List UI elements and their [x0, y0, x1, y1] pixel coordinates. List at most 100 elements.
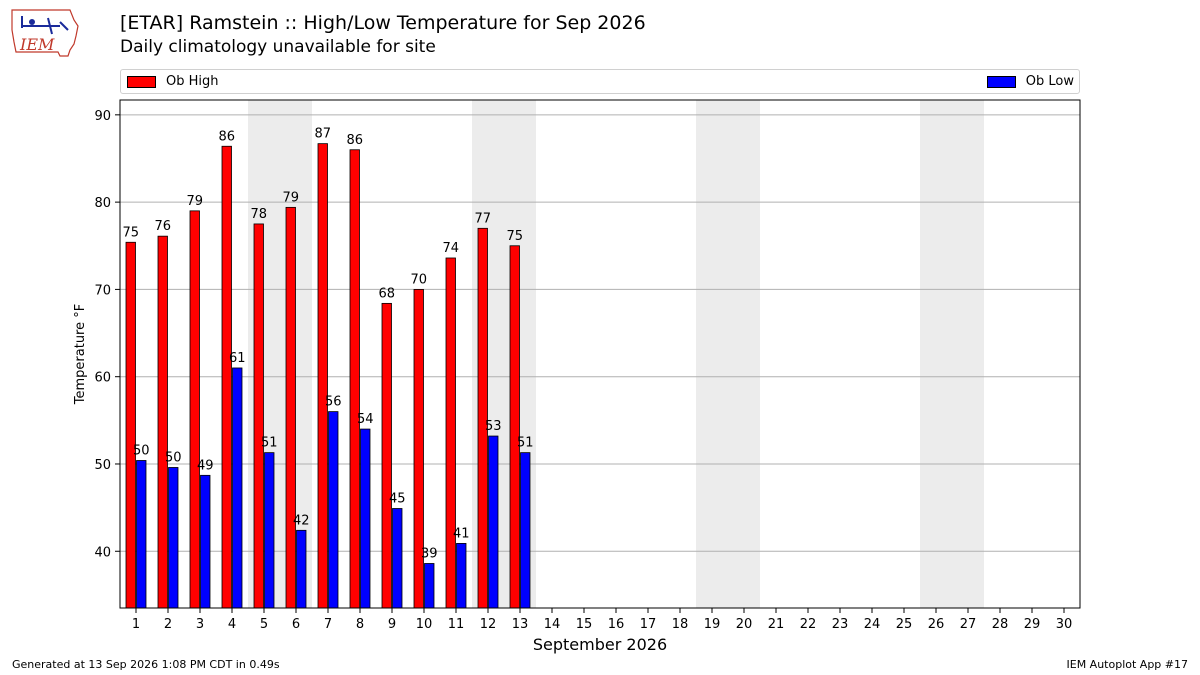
data-label-high: 68 — [378, 286, 395, 301]
x-tick-label: 22 — [800, 617, 817, 632]
data-label-high: 76 — [154, 219, 171, 234]
x-tick-label: 17 — [640, 617, 657, 632]
x-tick-label: 29 — [1024, 617, 1041, 632]
data-label-low: 51 — [261, 436, 278, 451]
x-tick-label: 23 — [832, 617, 849, 632]
data-label-high: 79 — [282, 190, 299, 205]
bar-high — [349, 149, 360, 609]
x-axis-label: September 2026 — [533, 635, 667, 654]
x-tick-label: 15 — [576, 617, 593, 632]
bar-low — [392, 508, 403, 609]
bar-low — [456, 543, 467, 609]
x-tick-label: 10 — [416, 617, 433, 632]
bar-high — [509, 245, 520, 609]
y-tick-label: 90 — [94, 109, 111, 124]
data-label-low: 45 — [389, 491, 406, 506]
bar-low — [296, 529, 307, 609]
bar-high — [381, 302, 392, 609]
data-label-high: 70 — [410, 272, 427, 287]
y-tick-label: 60 — [94, 371, 111, 386]
data-label-high: 86 — [346, 133, 363, 148]
logo-text: IEM — [19, 35, 55, 54]
bar-low — [264, 452, 275, 609]
bar-high — [189, 210, 200, 609]
x-tick-label: 14 — [544, 617, 561, 632]
data-label-low: 49 — [197, 458, 214, 473]
bar-high — [413, 289, 424, 609]
weekend-band — [472, 100, 504, 608]
x-tick-label: 6 — [292, 617, 300, 632]
weekend-band — [504, 100, 536, 608]
chart-subtitle: Daily climatology unavailable for site — [120, 37, 436, 57]
weekend-band — [696, 100, 728, 608]
x-tick-label: 1 — [132, 617, 140, 632]
bar-low — [168, 467, 179, 609]
bar-low — [328, 411, 339, 609]
data-label-low: 56 — [325, 395, 342, 410]
app-id: IEM Autoplot App #17 — [1066, 658, 1189, 671]
data-label-high: 75 — [122, 225, 139, 240]
data-label-high: 74 — [442, 241, 459, 256]
legend-label-high: Ob High — [166, 74, 219, 89]
bar-high — [253, 223, 264, 609]
legend-swatch-high — [127, 75, 156, 88]
x-tick-label: 13 — [512, 617, 529, 632]
y-tick-label: 80 — [94, 196, 111, 211]
iem-logo: IEM — [11, 9, 79, 57]
bar-low — [360, 428, 371, 609]
x-tick-label: 27 — [960, 617, 977, 632]
x-tick-label: 24 — [864, 617, 881, 632]
x-tick-label: 16 — [608, 617, 625, 632]
legend-swatch-low — [986, 75, 1016, 88]
legend-item-low: Ob Low — [986, 74, 1074, 89]
bar-high — [445, 257, 456, 609]
bar-low — [232, 367, 243, 609]
x-tick-label: 28 — [992, 617, 1009, 632]
data-label-low: 50 — [165, 450, 182, 465]
x-tick-label: 3 — [196, 617, 204, 632]
x-tick-label: 19 — [704, 617, 721, 632]
x-tick-label: 4 — [228, 617, 236, 632]
bar-low — [136, 460, 147, 609]
legend: Ob High Ob Low — [120, 69, 1080, 94]
x-tick-label: 26 — [928, 617, 945, 632]
data-label-low: 50 — [133, 443, 150, 458]
y-tick-label: 70 — [94, 283, 111, 298]
x-tick-label: 21 — [768, 617, 785, 632]
plot-frame — [119, 99, 1081, 609]
weekend-band — [952, 100, 984, 608]
x-tick-label: 20 — [736, 617, 753, 632]
x-tick-label: 18 — [672, 617, 689, 632]
bar-high — [221, 145, 232, 609]
weekend-band — [920, 100, 952, 608]
bar-high — [285, 206, 296, 609]
x-tick-label: 5 — [260, 617, 268, 632]
chart-title: [ETAR] Ramstein :: High/Low Temperature … — [120, 12, 646, 34]
data-label-low: 61 — [229, 351, 246, 366]
x-tick-label: 30 — [1056, 617, 1073, 632]
weekend-band — [248, 100, 280, 608]
data-label-low: 42 — [293, 513, 310, 528]
generated-timestamp: Generated at 13 Sep 2026 1:08 PM CDT in … — [12, 658, 280, 671]
data-label-low: 51 — [517, 436, 534, 451]
bar-high — [157, 235, 168, 609]
data-label-high: 79 — [186, 194, 203, 209]
bar-low — [520, 452, 531, 609]
weekend-band — [728, 100, 760, 608]
x-tick-label: 8 — [356, 617, 364, 632]
x-tick-label: 25 — [896, 617, 913, 632]
data-label-low: 53 — [485, 419, 502, 434]
legend-label-low: Ob Low — [1025, 74, 1074, 89]
bar-low — [424, 563, 435, 609]
bar-high — [477, 227, 488, 609]
data-label-high: 78 — [250, 207, 267, 222]
bar-low — [200, 474, 211, 609]
x-tick-label: 12 — [480, 617, 497, 632]
y-tick-label: 50 — [94, 458, 111, 473]
data-label-high: 87 — [314, 127, 331, 142]
x-tick-label: 11 — [448, 617, 465, 632]
legend-item-high: Ob High — [127, 74, 219, 89]
data-label-high: 75 — [506, 229, 523, 244]
weekend-band — [280, 100, 312, 608]
